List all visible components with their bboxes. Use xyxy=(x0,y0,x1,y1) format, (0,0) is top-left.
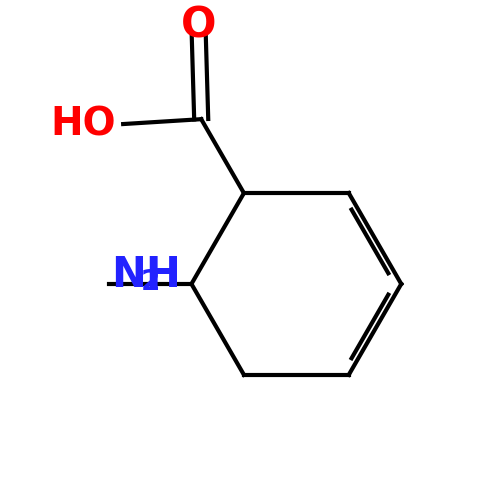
Text: NH: NH xyxy=(111,254,181,296)
Text: 2: 2 xyxy=(141,268,161,296)
Text: O: O xyxy=(181,4,216,46)
Text: HO: HO xyxy=(50,105,116,143)
